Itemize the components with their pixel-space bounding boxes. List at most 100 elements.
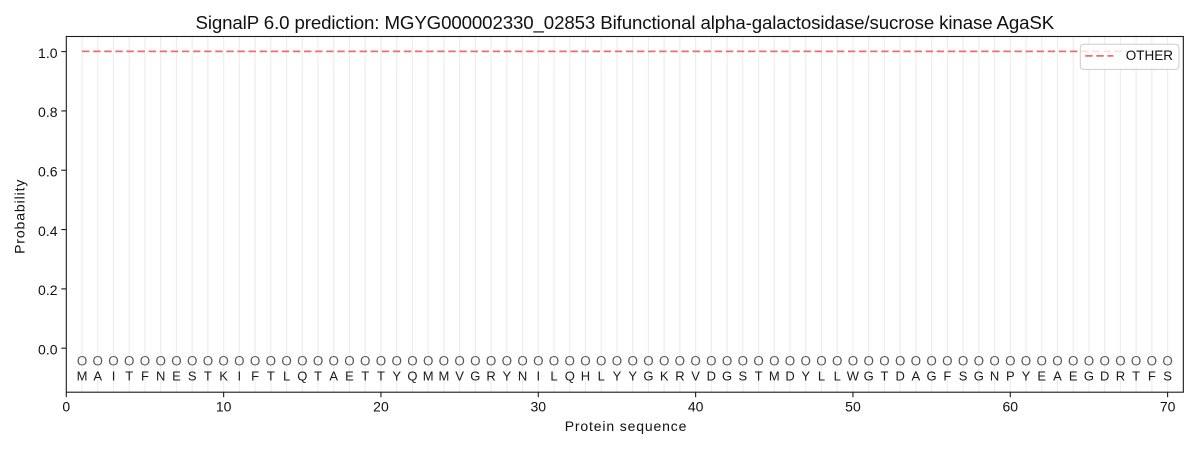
svg-text:0.0: 0.0 [38, 341, 58, 357]
svg-text:G: G [864, 369, 874, 384]
svg-text:O: O [675, 354, 685, 369]
svg-text:O: O [77, 354, 87, 369]
svg-text:L: L [598, 369, 605, 384]
svg-text:O: O [266, 354, 276, 369]
svg-text:O: O [155, 354, 165, 369]
svg-text:O: O [848, 354, 858, 369]
svg-text:O: O [1131, 354, 1141, 369]
svg-text:M: M [438, 369, 449, 384]
svg-text:O: O [580, 354, 590, 369]
svg-text:I: I [536, 369, 540, 384]
svg-text:O: O [313, 354, 323, 369]
svg-text:O: O [1052, 354, 1062, 369]
svg-text:O: O [989, 354, 999, 369]
svg-text:G: G [722, 369, 732, 384]
svg-text:O: O [486, 354, 496, 369]
svg-text:O: O [470, 354, 480, 369]
svg-text:O: O [690, 354, 700, 369]
svg-text:P: P [1006, 369, 1015, 384]
svg-text:O: O [769, 354, 779, 369]
svg-text:G: G [927, 369, 937, 384]
svg-text:V: V [455, 369, 464, 384]
svg-text:30: 30 [531, 399, 547, 415]
svg-text:O: O [533, 354, 543, 369]
svg-text:L: L [283, 369, 290, 384]
svg-text:G: G [974, 369, 984, 384]
svg-text:R: R [486, 369, 495, 384]
svg-text:A: A [329, 369, 338, 384]
svg-text:Y: Y [801, 369, 810, 384]
svg-text:1.0: 1.0 [38, 45, 58, 61]
svg-text:Y: Y [1022, 369, 1031, 384]
svg-text:S: S [959, 369, 968, 384]
svg-text:F: F [1148, 369, 1156, 384]
svg-text:T: T [125, 369, 133, 384]
svg-text:O: O [203, 354, 213, 369]
svg-text:S: S [188, 369, 197, 384]
svg-text:H: H [581, 369, 590, 384]
svg-text:M: M [423, 369, 434, 384]
svg-text:O: O [643, 354, 653, 369]
svg-text:O: O [753, 354, 763, 369]
svg-text:70: 70 [1160, 399, 1176, 415]
svg-text:Q: Q [297, 369, 307, 384]
svg-text:O: O [93, 354, 103, 369]
svg-text:Y: Y [502, 369, 511, 384]
svg-text:O: O [250, 354, 260, 369]
svg-text:K: K [219, 369, 228, 384]
svg-text:O: O [565, 354, 575, 369]
svg-text:Probability: Probability [12, 179, 28, 254]
svg-text:O: O [706, 354, 716, 369]
svg-text:O: O [785, 354, 795, 369]
svg-text:O: O [218, 354, 228, 369]
svg-text:O: O [911, 354, 921, 369]
svg-text:O: O [1115, 354, 1125, 369]
svg-text:I: I [112, 369, 116, 384]
svg-text:F: F [251, 369, 259, 384]
svg-text:T: T [361, 369, 369, 384]
svg-text:O: O [234, 354, 244, 369]
svg-text:O: O [942, 354, 952, 369]
svg-text:O: O [329, 354, 339, 369]
svg-text:O: O [958, 354, 968, 369]
svg-text:O: O [423, 354, 433, 369]
svg-text:0.4: 0.4 [38, 223, 58, 239]
svg-text:O: O [627, 354, 637, 369]
svg-text:O: O [612, 354, 622, 369]
svg-text:O: O [108, 354, 118, 369]
svg-text:G: G [643, 369, 653, 384]
svg-text:F: F [943, 369, 951, 384]
svg-text:O: O [1005, 354, 1015, 369]
svg-text:D: D [707, 369, 716, 384]
svg-text:OTHER: OTHER [1126, 48, 1174, 63]
svg-text:O: O [187, 354, 197, 369]
svg-text:O: O [722, 354, 732, 369]
svg-text:60: 60 [1002, 399, 1018, 415]
svg-text:O: O [124, 354, 134, 369]
svg-text:L: L [834, 369, 841, 384]
svg-text:O: O [974, 354, 984, 369]
svg-text:E: E [345, 369, 354, 384]
svg-text:K: K [660, 369, 669, 384]
svg-text:N: N [518, 369, 527, 384]
svg-text:M: M [77, 369, 88, 384]
svg-text:O: O [454, 354, 464, 369]
svg-text:Protein sequence: Protein sequence [565, 418, 688, 434]
svg-text:T: T [880, 369, 888, 384]
svg-text:I: I [238, 369, 242, 384]
svg-text:O: O [1021, 354, 1031, 369]
svg-text:O: O [439, 354, 449, 369]
svg-text:O: O [801, 354, 811, 369]
svg-text:O: O [816, 354, 826, 369]
svg-text:E: E [172, 369, 181, 384]
svg-text:O: O [659, 354, 669, 369]
svg-text:O: O [549, 354, 559, 369]
svg-text:O: O [297, 354, 307, 369]
svg-text:0: 0 [62, 399, 70, 415]
svg-text:SignalP 6.0 prediction: MGYG00: SignalP 6.0 prediction: MGYG000002330_02… [195, 12, 1054, 34]
svg-text:F: F [141, 369, 149, 384]
svg-text:O: O [171, 354, 181, 369]
svg-text:O: O [344, 354, 354, 369]
svg-text:O: O [895, 354, 905, 369]
svg-text:0.6: 0.6 [38, 163, 58, 179]
